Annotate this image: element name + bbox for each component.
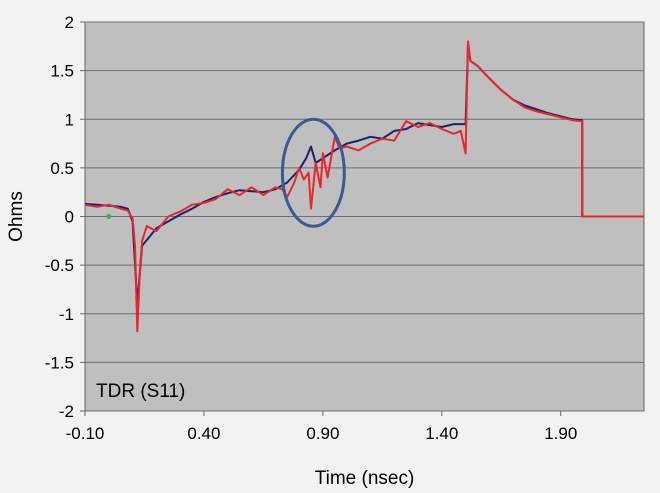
y-tick-label: -0.5 [45,256,74,275]
x-tick-label: 0.90 [306,424,339,443]
y-tick-label: -1.5 [45,353,74,372]
x-axis-title: Time (nsec) [315,468,415,489]
x-tick-label: 0.40 [187,424,220,443]
series-line-2 [84,40,644,333]
highlight-ellipse [280,117,346,228]
y-tick-label: -1 [59,305,74,324]
marker-point [106,214,112,219]
y-tick-label: 2 [65,13,74,32]
series-layer [84,40,644,333]
y-tick-label: 1 [65,110,74,129]
y-tick-label: 1.5 [50,62,74,81]
x-tick-label: -0.10 [66,424,105,443]
x-axis-ticks: -0.10 0.40 0.90 1.40 1.90 [66,411,577,443]
x-tick-label: 1.40 [425,424,458,443]
y-tick-label: 0 [65,208,74,227]
x-tick-label: 1.90 [544,424,577,443]
annotation-label: TDR (S11) [96,381,185,402]
y-tick-label: -2 [59,402,74,421]
y-tick-label: 0.5 [50,159,74,178]
y-axis-ticks: 2 1.5 1 0.5 0 -0.5 -1 -1.5 -2 [45,13,85,421]
y-axis-title: Ohms [6,191,27,242]
grid-lines [85,21,644,412]
